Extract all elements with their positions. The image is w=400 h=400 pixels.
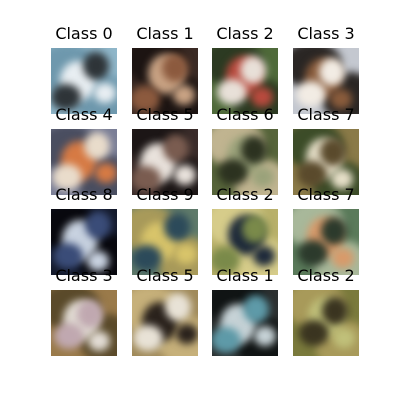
image-blob [95, 163, 117, 183]
tile-class-label: Class 3 [55, 266, 113, 285]
image-blob [242, 215, 268, 243]
image-blob [331, 169, 353, 189]
image-blob [51, 84, 81, 110]
image-blob [77, 300, 103, 328]
image-tile [132, 129, 198, 195]
image-blob [243, 295, 269, 323]
tile-class-label: Class 6 [216, 105, 274, 124]
image-tile [212, 290, 278, 356]
image-blob [176, 324, 198, 344]
image-blob [54, 323, 84, 349]
image-tile [51, 48, 117, 114]
image-blob [298, 240, 328, 266]
image-blob [162, 54, 188, 82]
image-blob [83, 52, 109, 80]
image-blob [165, 293, 191, 321]
tile-class-label: Class 7 [297, 185, 355, 204]
image-blob [212, 247, 240, 273]
image-blob [84, 132, 110, 160]
image-blob [322, 297, 348, 325]
image-tile [212, 48, 278, 114]
image-blob [241, 136, 267, 164]
image-blob [52, 164, 82, 190]
tile-class-label: Class 5 [136, 266, 194, 285]
tile-class-label: Class 2 [216, 185, 274, 204]
tile-class-label: Class 3 [297, 24, 355, 43]
image-blob [254, 326, 276, 346]
image-blob [175, 244, 197, 264]
image-blob [132, 166, 161, 192]
image-tile [293, 209, 359, 275]
image-tile [132, 48, 198, 114]
image-blob [53, 243, 83, 269]
image-blob [218, 159, 248, 185]
tile-class-label: Class 5 [136, 105, 194, 124]
image-blob [251, 87, 273, 107]
image-blob [299, 320, 329, 346]
tile-class-label: Class 0 [55, 24, 113, 43]
image-blob [333, 328, 355, 348]
image-blob [296, 81, 326, 107]
image-blob [133, 325, 163, 351]
image-tile [212, 129, 278, 195]
image-blob [330, 89, 352, 109]
image-blob [217, 79, 247, 105]
image-blob [85, 211, 111, 239]
image-blob [164, 213, 190, 241]
image-blob [319, 58, 345, 86]
tile-class-label: Class 7 [297, 105, 355, 124]
image-blob [88, 331, 110, 351]
image-tile [293, 290, 359, 356]
image-blob [212, 327, 241, 353]
tile-class-label: Class 1 [136, 24, 194, 43]
image-tile [212, 209, 278, 275]
image-tile [51, 290, 117, 356]
image-blob [332, 248, 354, 268]
image-tile [132, 290, 198, 356]
image-tile [293, 129, 359, 195]
tile-class-label: Class 9 [136, 185, 194, 204]
image-blob [321, 217, 347, 245]
tile-class-label: Class 1 [216, 266, 274, 285]
tile-class-label: Class 2 [297, 266, 355, 285]
image-blob [132, 245, 162, 271]
image-blob [174, 165, 196, 185]
tile-class-label: Class 2 [216, 24, 274, 43]
image-blob [173, 85, 195, 105]
image-tile [51, 129, 117, 195]
image-blob [253, 246, 275, 266]
image-blob [94, 83, 116, 103]
tile-class-label: Class 8 [55, 185, 113, 204]
image-tile [132, 209, 198, 275]
image-tile [51, 209, 117, 275]
image-blob [252, 167, 274, 187]
image-blob [240, 56, 266, 84]
image-blob [87, 251, 109, 271]
image-blob [297, 161, 327, 187]
image-blob [163, 134, 189, 162]
image-tile [293, 48, 359, 114]
image-blob [132, 86, 160, 112]
tile-class-label: Class 4 [55, 105, 113, 124]
image-blob [320, 138, 346, 166]
